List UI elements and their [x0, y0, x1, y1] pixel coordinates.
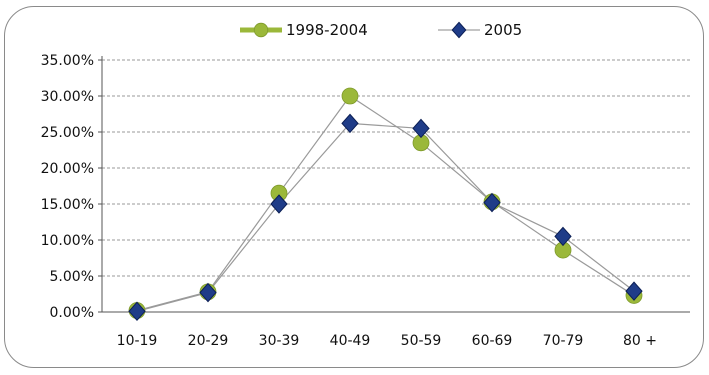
x-tick-label: 40-49 — [330, 333, 371, 349]
y-axis-tick-labels: 0.00% 5.00% 10.00% 15.00% 20.00% 25.00% 30.00%… — [41, 53, 94, 321]
chart-frame — [4, 6, 704, 368]
legend-marker — [451, 21, 467, 39]
y-tick-label: 20.00% — [41, 161, 94, 177]
y-tick-label: 30.00% — [41, 89, 94, 105]
series-1-point — [199, 282, 217, 303]
series-markers — [128, 87, 643, 322]
series-1-point — [625, 281, 643, 301]
legend: 1998-2004 2005 — [240, 21, 522, 39]
x-tick-label: 80 + — [623, 333, 657, 349]
legend-label: 2005 — [484, 21, 522, 39]
y-tick-label: 0.00% — [50, 305, 94, 321]
x-tick-label: 70-79 — [543, 333, 584, 349]
series-lines — [136, 95, 635, 312]
series-1-point — [270, 194, 288, 214]
x-tick-label: 50-59 — [401, 333, 442, 349]
y-tick-label: 35.00% — [41, 53, 94, 69]
y-tick-label: 5.00% — [50, 269, 94, 285]
series-0-point — [341, 87, 359, 105]
series-line-0 — [136, 95, 635, 312]
x-tick-label: 60-69 — [472, 333, 513, 349]
x-axis-tick-labels: 10-19 20-29 30-39 40-49 50-59 60-69 70-79 80 + — [117, 333, 657, 349]
y-tick-label: 25.00% — [41, 125, 94, 141]
series-1-point — [483, 192, 501, 213]
legend-marker — [253, 22, 269, 38]
x-tick-label: 20-29 — [188, 333, 229, 349]
legend-label: 1998-2004 — [286, 21, 368, 39]
y-tick-label: 10.00% — [41, 233, 94, 249]
x-tick-label: 10-19 — [117, 333, 158, 349]
gridlines — [102, 59, 690, 277]
axes — [98, 56, 690, 313]
series-line-1 — [136, 122, 635, 312]
x-tick-label: 30-39 — [259, 333, 300, 349]
series-1-point — [341, 113, 359, 134]
series-1-point — [128, 301, 146, 322]
series-1-point — [412, 118, 430, 139]
series-1-point — [554, 226, 572, 247]
y-tick-label: 15.00% — [41, 197, 94, 213]
